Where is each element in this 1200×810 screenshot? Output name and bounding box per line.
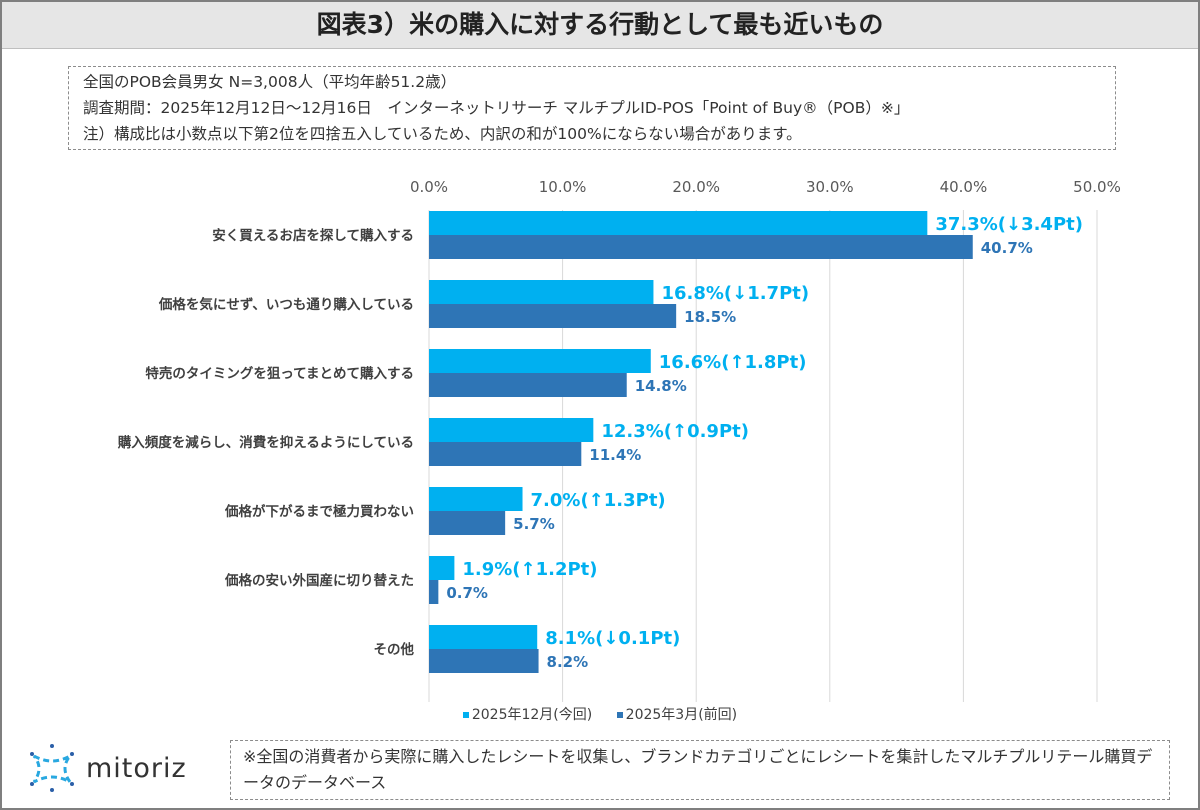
category-label: 価格が下がるまで極力買わない [224,503,414,520]
category-label: その他 [374,641,415,658]
category-label: 購入頻度を減らし、消費を抑えるようにしている [117,434,414,451]
footnote: ※全国の消費者から実際に購入したレシートを収集し、ブランドカテゴリごとにレシート… [230,740,1170,800]
note-line-2: 調査期間：2025年12月12日～12月16日 インターネットリサーチ マルチプ… [83,99,910,117]
bar-previous [429,511,506,535]
bar-current [429,349,651,373]
legend-swatch-previous [616,712,623,718]
x-tick-label: 20.0% [672,178,720,196]
data-label-previous: 11.4% [589,446,641,464]
x-tick-label: 40.0% [940,178,988,196]
category-label: 価格を気にせず、いつも通り購入している [158,296,414,313]
legend: 2025年12月(今回) 2025年3月(前回) [2,704,1198,724]
bar-current [429,487,523,511]
data-label-previous: 18.5% [684,308,736,326]
note-line-3: 注）構成比は小数点以下第2位を四捨五入しているため、内訳の和が100%にならない… [83,125,802,143]
legend-label-previous: 2025年3月(前回) [625,707,738,723]
x-tick-label: 30.0% [806,178,854,196]
category-label: 安く買えるお店を探して購入する [212,227,414,244]
data-label-previous: 14.8% [635,377,687,395]
data-label-current: 16.6%(↑1.8Pt) [659,352,807,373]
x-tick-label: 50.0% [1073,178,1121,196]
note-line-1: 全国のPOB会員男女 N=3,008人（平均年齢51.2歳） [83,73,457,91]
logo-mark-icon [30,744,74,792]
figure-title: 図表3）米の購入に対する行動として最も近いもの [2,2,1198,49]
bar-current [429,211,928,235]
bar-current [429,280,654,304]
data-label-current: 12.3%(↑0.9Pt) [601,421,749,442]
bar-current [429,625,538,649]
data-label-current: 37.3%(↓3.4Pt) [935,214,1083,235]
data-label-current: 8.1%(↓0.1Pt) [545,628,680,649]
data-label-current: 1.9%(↑1.2Pt) [462,559,597,580]
data-label-current: 7.0%(↑1.3Pt) [531,490,666,511]
bar-previous [429,649,539,673]
x-tick-label: 10.0% [539,178,587,196]
data-label-previous: 0.7% [446,584,488,602]
data-label-previous: 8.2% [547,653,589,671]
legend-item-current: 2025年12月(今回) [462,704,593,724]
bar-previous [429,235,973,259]
legend-item-previous: 2025年3月(前回) [616,704,738,724]
bar-previous [429,580,439,604]
logo-text: mitoriz [86,752,187,784]
mitoriz-logo: mitoriz [26,742,187,794]
bar-previous [429,304,677,328]
legend-label-current: 2025年12月(今回) [471,707,593,723]
data-label-previous: 40.7% [981,239,1033,257]
category-label: 特売のタイミングを狙ってまとめて購入する [145,365,414,382]
bar-current [429,556,455,580]
category-label: 価格の安い外国産に切り替えた [224,572,414,589]
bar-current [429,418,594,442]
survey-note: 全国のPOB会員男女 N=3,008人（平均年齢51.2歳） 調査期間：2025… [68,66,1116,150]
x-tick-label: 0.0% [410,178,448,196]
legend-swatch-current [462,712,469,718]
data-label-current: 16.8%(↓1.7Pt) [661,283,809,304]
data-label-previous: 5.7% [513,515,555,533]
bar-previous [429,373,627,397]
bar-previous [429,442,582,466]
bar-chart: 0.0% 10.0% 20.0% 30.0% 40.0% 50.0% 安く買えるお店を探して… [117,178,1121,702]
